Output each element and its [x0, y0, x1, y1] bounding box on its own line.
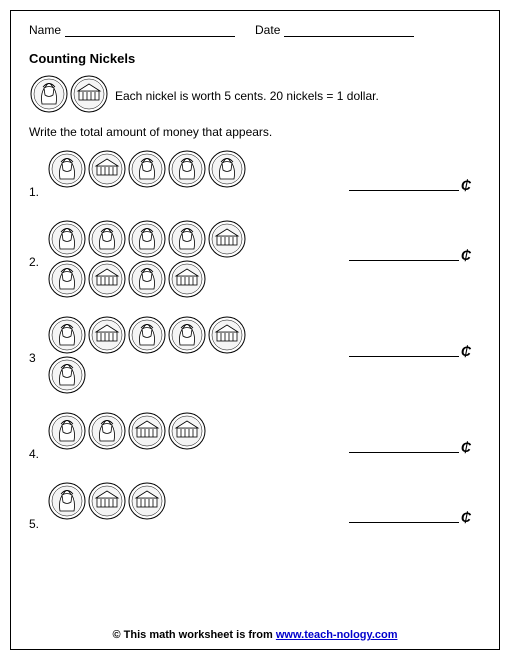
cent-symbol: ₵ [461, 343, 471, 359]
date-label: Date [255, 23, 280, 37]
instruction: Write the total amount of money that app… [29, 125, 481, 139]
answer-area: ₵ [307, 481, 481, 525]
answer-area: ₵ [307, 411, 481, 455]
date-field: Date [255, 23, 414, 37]
answer-blank[interactable] [349, 249, 459, 261]
answer-area: ₵ [307, 315, 481, 359]
coins-area [47, 411, 307, 451]
nickel-heads-icon [128, 150, 166, 188]
intro-row: Each nickel is worth 5 cents. 20 nickels… [29, 74, 481, 117]
problem: 2. ₵ [29, 219, 481, 299]
intro-coins [29, 74, 109, 117]
date-blank[interactable] [284, 25, 414, 37]
coins-area [47, 219, 307, 299]
answer-area: ₵ [307, 219, 481, 263]
answer-blank[interactable] [349, 511, 459, 523]
problem: 1. ₵ [29, 149, 481, 203]
problem-number: 1. [29, 149, 47, 199]
nickel-heads-icon [48, 220, 86, 258]
nickel-heads-icon [48, 316, 86, 354]
coin-row [47, 481, 307, 521]
nickel-heads-icon [48, 412, 86, 450]
problem-number: 3 [29, 315, 47, 365]
coin-row [47, 411, 307, 451]
nickel-heads-icon [48, 356, 86, 394]
coins-area [47, 149, 307, 189]
answer-blank[interactable] [349, 179, 459, 191]
problem-number: 2. [29, 219, 47, 269]
nickel-tails-icon [88, 482, 126, 520]
nickel-heads-icon [128, 220, 166, 258]
coin-row [47, 149, 307, 189]
nickel-tails-icon [88, 150, 126, 188]
nickel-tails-icon [70, 75, 108, 113]
nickel-heads-icon [168, 150, 206, 188]
nickel-heads-icon [128, 260, 166, 298]
nickel-heads-icon [30, 75, 68, 113]
nickel-heads-icon [168, 220, 206, 258]
problem: 5. ₵ [29, 481, 481, 535]
footer-link[interactable]: www.teach-nology.com [276, 629, 398, 641]
nickel-heads-icon [168, 316, 206, 354]
name-label: Name [29, 23, 61, 37]
coin-row [47, 259, 307, 299]
nickel-tails-icon [128, 412, 166, 450]
coins-area [47, 481, 307, 521]
nickel-heads-icon [208, 150, 246, 188]
nickel-tails-icon [128, 482, 166, 520]
coin-row [47, 315, 307, 355]
nickel-tails-icon [168, 412, 206, 450]
nickel-tails-icon [168, 260, 206, 298]
footer-prefix: © This math worksheet is from [113, 629, 276, 641]
answer-blank[interactable] [349, 345, 459, 357]
nickel-heads-icon [48, 150, 86, 188]
coin-row [47, 355, 307, 395]
answer-blank[interactable] [349, 441, 459, 453]
nickel-tails-icon [208, 316, 246, 354]
nickel-heads-icon [48, 260, 86, 298]
coins-area [47, 315, 307, 395]
nickel-tails-icon [208, 220, 246, 258]
cent-symbol: ₵ [461, 509, 471, 525]
nickel-tails-icon [88, 260, 126, 298]
problem: 3₵ [29, 315, 481, 395]
footer: © This math worksheet is from www.teach-… [11, 629, 499, 641]
problem-number: 4. [29, 411, 47, 461]
problem-list: 1.₵2.₵3₵4.₵5.₵ [29, 149, 481, 535]
worksheet-page: Name Date Counting Nickels Each nickel i… [10, 10, 500, 650]
header: Name Date [29, 23, 481, 37]
problem: 4. ₵ [29, 411, 481, 465]
intro-text: Each nickel is worth 5 cents. 20 nickels… [115, 89, 379, 103]
nickel-tails-icon [88, 316, 126, 354]
nickel-heads-icon [48, 482, 86, 520]
answer-area: ₵ [307, 149, 481, 193]
coin-row [47, 219, 307, 259]
name-blank[interactable] [65, 25, 235, 37]
cent-symbol: ₵ [461, 247, 471, 263]
name-field: Name [29, 23, 235, 37]
nickel-heads-icon [88, 412, 126, 450]
cent-symbol: ₵ [461, 439, 471, 455]
nickel-heads-icon [128, 316, 166, 354]
problem-number: 5. [29, 481, 47, 531]
cent-symbol: ₵ [461, 177, 471, 193]
worksheet-title: Counting Nickels [29, 51, 481, 66]
nickel-heads-icon [88, 220, 126, 258]
